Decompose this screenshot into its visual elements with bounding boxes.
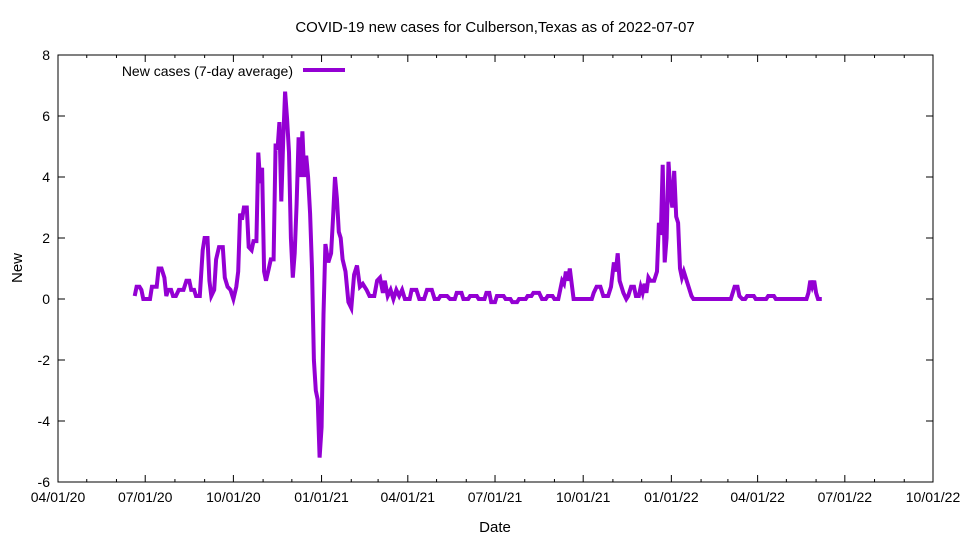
x-tick-label: 10/01/20 xyxy=(206,489,261,505)
x-tick-label: 04/01/22 xyxy=(730,489,785,505)
x-tick-label: 10/01/22 xyxy=(906,489,960,505)
y-tick-label: -4 xyxy=(38,413,51,429)
x-tick-label: 04/01/20 xyxy=(31,489,86,505)
series-layer xyxy=(132,91,822,458)
y-tick-label: -2 xyxy=(38,352,51,368)
x-axis-label: Date xyxy=(479,519,511,536)
x-tick-label: 07/01/20 xyxy=(118,489,173,505)
legend: New cases (7-day average) xyxy=(122,63,345,79)
x-tick-label: 10/01/21 xyxy=(556,489,611,505)
x-tick-label: 07/01/21 xyxy=(468,489,523,505)
y-tick-label: 4 xyxy=(42,169,50,185)
y-tick-label: -6 xyxy=(38,474,51,490)
x-tick-label: 07/01/22 xyxy=(818,489,873,505)
chart-title: COVID-19 new cases for Culberson,Texas a… xyxy=(295,19,694,36)
legend-label: New cases (7-day average) xyxy=(122,63,293,79)
y-tick-label: 8 xyxy=(42,47,50,63)
y-tick-label: 2 xyxy=(42,230,50,246)
x-tick-label: 04/01/21 xyxy=(381,489,436,505)
x-tick-label: 01/01/22 xyxy=(644,489,699,505)
plot-area-frame xyxy=(57,54,934,483)
series-line xyxy=(132,91,822,458)
y-tick-label: 6 xyxy=(42,108,50,124)
y-axis-label: New xyxy=(9,253,26,283)
x-tick-label: 01/01/21 xyxy=(294,489,349,505)
y-tick-label: 0 xyxy=(42,291,50,307)
